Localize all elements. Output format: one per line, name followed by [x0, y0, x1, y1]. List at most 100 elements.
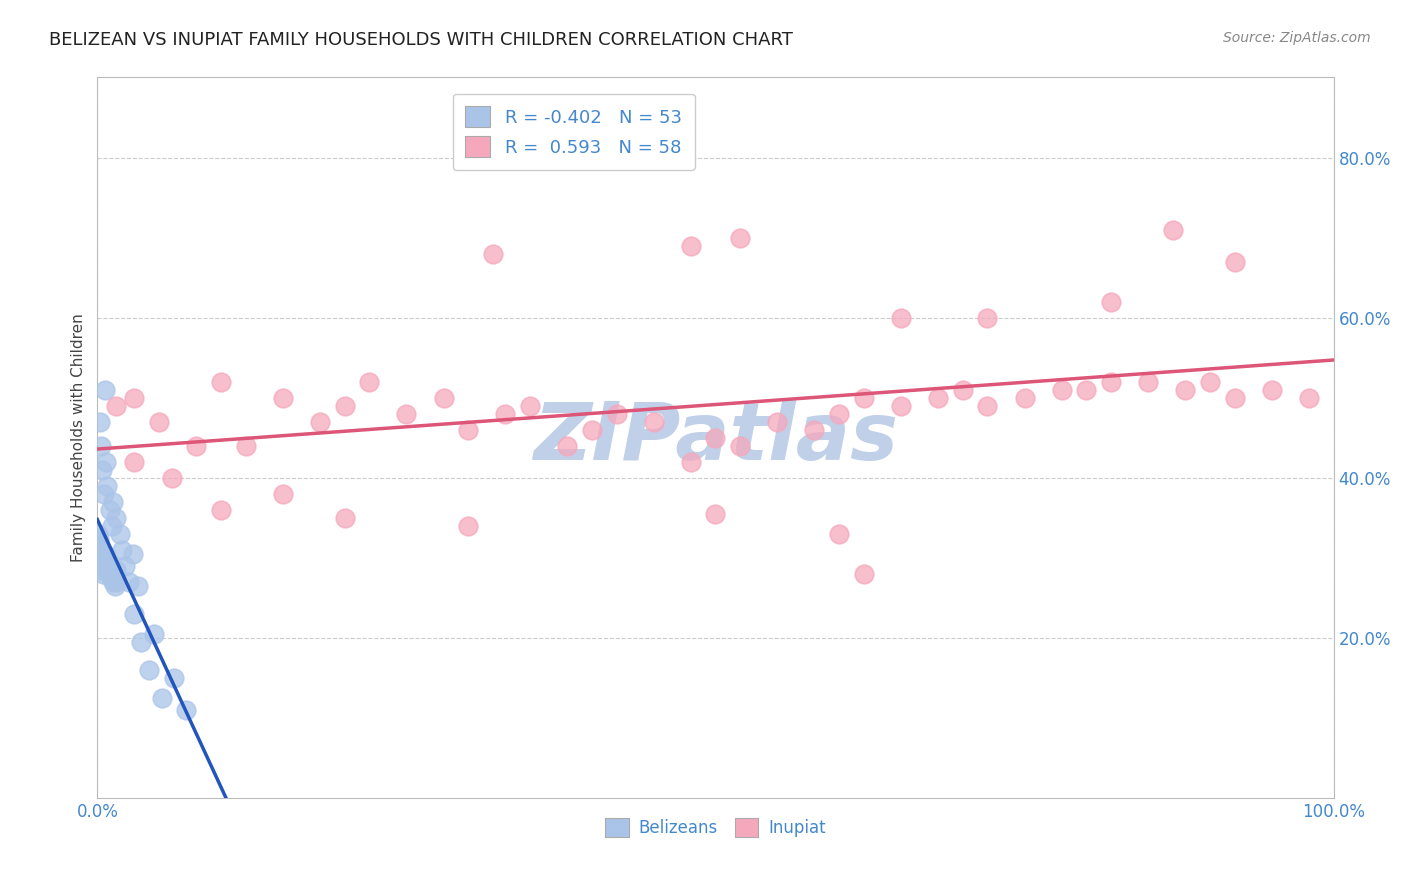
- Point: [104, 511, 127, 525]
- Point: [96, 563, 118, 577]
- Point: [90, 555, 112, 569]
- Point: [704, 507, 727, 521]
- Point: [89, 542, 111, 557]
- Point: [94, 455, 117, 469]
- Point: [98, 566, 121, 581]
- Point: [150, 691, 173, 706]
- Point: [457, 519, 479, 533]
- Point: [122, 547, 145, 561]
- Point: [94, 558, 117, 573]
- Point: [1199, 375, 1222, 389]
- Point: [235, 439, 257, 453]
- Point: [952, 383, 974, 397]
- Point: [90, 550, 112, 565]
- Point: [101, 566, 124, 581]
- Point: [828, 527, 851, 541]
- Point: [581, 423, 603, 437]
- Point: [606, 407, 628, 421]
- Point: [89, 563, 111, 577]
- Point: [519, 399, 541, 413]
- Point: [118, 574, 141, 589]
- Point: [98, 503, 121, 517]
- Point: [457, 423, 479, 437]
- Point: [1223, 254, 1246, 268]
- Point: [97, 558, 120, 573]
- Point: [103, 495, 125, 509]
- Legend: Belizeans, Inupiat: Belizeans, Inupiat: [599, 812, 832, 844]
- Point: [643, 415, 665, 429]
- Point: [104, 579, 127, 593]
- Point: [828, 407, 851, 421]
- Point: [90, 542, 112, 557]
- Point: [87, 539, 110, 553]
- Point: [432, 391, 454, 405]
- Point: [1050, 383, 1073, 397]
- Point: [87, 542, 110, 557]
- Point: [679, 455, 702, 469]
- Point: [104, 399, 127, 413]
- Point: [124, 455, 146, 469]
- Point: [87, 535, 110, 549]
- Point: [704, 431, 727, 445]
- Point: [309, 415, 332, 429]
- Point: [163, 671, 186, 685]
- Point: [94, 383, 117, 397]
- Point: [127, 579, 149, 593]
- Point: [111, 542, 134, 557]
- Point: [1161, 222, 1184, 236]
- Point: [271, 487, 294, 501]
- Point: [89, 539, 111, 553]
- Point: [90, 550, 112, 565]
- Point: [395, 407, 418, 421]
- Point: [1223, 391, 1246, 405]
- Point: [494, 407, 516, 421]
- Point: [679, 238, 702, 252]
- Point: [138, 663, 160, 677]
- Point: [728, 439, 751, 453]
- Point: [91, 558, 114, 573]
- Point: [1137, 375, 1160, 389]
- Point: [94, 550, 117, 565]
- Point: [927, 391, 949, 405]
- Point: [803, 423, 825, 437]
- Point: [333, 399, 356, 413]
- Point: [96, 479, 118, 493]
- Point: [209, 375, 232, 389]
- Point: [976, 310, 998, 325]
- Point: [1174, 383, 1197, 397]
- Point: [852, 391, 875, 405]
- Text: BELIZEAN VS INUPIAT FAMILY HOUSEHOLDS WITH CHILDREN CORRELATION CHART: BELIZEAN VS INUPIAT FAMILY HOUSEHOLDS WI…: [49, 31, 793, 49]
- Text: Source: ZipAtlas.com: Source: ZipAtlas.com: [1223, 31, 1371, 45]
- Y-axis label: Family Households with Children: Family Households with Children: [72, 313, 86, 562]
- Point: [209, 503, 232, 517]
- Point: [105, 574, 128, 589]
- Point: [1261, 383, 1284, 397]
- Point: [160, 471, 183, 485]
- Point: [93, 487, 115, 501]
- Point: [890, 310, 912, 325]
- Point: [148, 415, 170, 429]
- Point: [124, 607, 146, 621]
- Point: [1298, 391, 1320, 405]
- Point: [124, 391, 146, 405]
- Point: [271, 391, 294, 405]
- Point: [91, 463, 114, 477]
- Point: [114, 558, 136, 573]
- Point: [186, 439, 208, 453]
- Point: [104, 563, 127, 577]
- Point: [890, 399, 912, 413]
- Point: [555, 439, 578, 453]
- Point: [852, 566, 875, 581]
- Point: [108, 527, 131, 541]
- Text: ZIPatlas: ZIPatlas: [533, 399, 898, 477]
- Point: [89, 415, 111, 429]
- Point: [976, 399, 998, 413]
- Point: [100, 571, 122, 585]
- Point: [93, 547, 115, 561]
- Point: [766, 415, 789, 429]
- Point: [333, 511, 356, 525]
- Point: [89, 555, 111, 569]
- Point: [90, 439, 112, 453]
- Point: [176, 703, 198, 717]
- Point: [1014, 391, 1036, 405]
